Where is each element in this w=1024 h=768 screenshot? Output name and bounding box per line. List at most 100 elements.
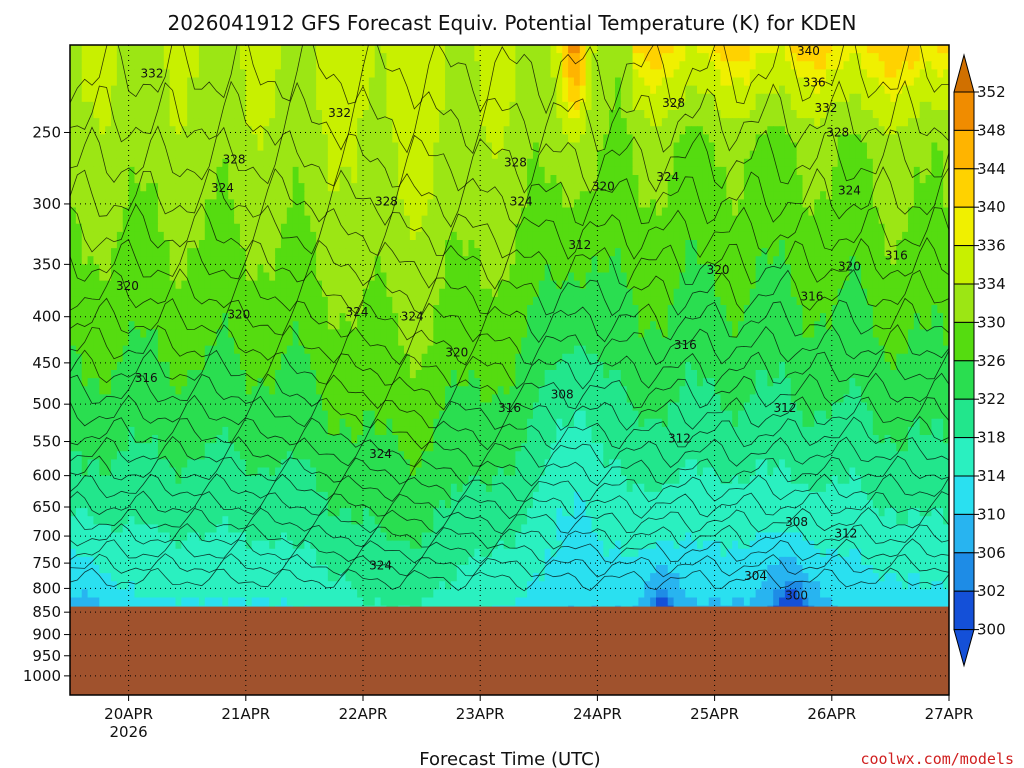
field-cell [87, 110, 95, 119]
field-cell [357, 175, 364, 184]
field-cell [257, 158, 264, 168]
field-cell [673, 272, 681, 282]
field-cell [93, 191, 100, 200]
field-cell [650, 296, 657, 306]
field-cell [392, 256, 399, 265]
field-cell [861, 264, 868, 274]
field-cell [333, 207, 341, 217]
field-cell [392, 280, 399, 290]
field-cell [163, 288, 171, 298]
field-cell [614, 272, 622, 282]
field-cell [767, 240, 774, 249]
field-cell [251, 296, 259, 306]
field-cell [620, 93, 628, 103]
field-cell [702, 61, 710, 70]
field-cell [866, 69, 874, 79]
field-cell [732, 305, 739, 314]
field-cell [368, 101, 376, 111]
field-cell [480, 305, 487, 314]
field-cell [445, 53, 452, 62]
field-cell [99, 199, 106, 209]
field-cell [825, 45, 833, 54]
field-cell [292, 126, 300, 135]
field-cell [726, 264, 733, 274]
field-cell [480, 215, 487, 225]
field-cell [70, 77, 77, 87]
field-cell [415, 45, 423, 54]
field-cell [157, 158, 165, 168]
field-cell [532, 280, 540, 290]
field-cell [128, 53, 136, 62]
field-cell [697, 240, 704, 249]
field-cell [175, 134, 182, 144]
field-cell [439, 142, 446, 152]
field-cell [222, 45, 229, 54]
field-cell [872, 118, 880, 127]
field-cell [755, 183, 763, 192]
field-cell [597, 231, 604, 241]
field-cell [163, 110, 171, 119]
field-cell [263, 53, 270, 62]
field-cell [216, 53, 223, 62]
field-cell [521, 264, 528, 274]
field-cell [286, 93, 294, 103]
field-cell [509, 215, 516, 225]
field-cell [925, 69, 933, 79]
field-cell [257, 93, 264, 103]
field-cell [480, 191, 487, 200]
field-cell [339, 240, 347, 249]
field-cell [925, 248, 933, 257]
field-cell [556, 248, 563, 257]
field-cell [146, 207, 153, 217]
field-cell [105, 240, 112, 249]
field-cell [738, 207, 745, 217]
field-cell [269, 85, 276, 95]
field-cell [304, 223, 311, 233]
field-cell [632, 134, 640, 144]
field-cell [726, 69, 733, 79]
field-cell [275, 248, 282, 257]
field-cell [210, 45, 218, 54]
field-cell [462, 101, 470, 111]
field-cell [234, 240, 241, 249]
field-cell [398, 77, 405, 87]
field-cell [445, 215, 452, 225]
field-cell [134, 248, 141, 257]
field-cell [890, 85, 897, 95]
field-cell [820, 207, 827, 217]
field-cell [550, 85, 557, 95]
field-cell [251, 85, 259, 95]
field-cell [849, 77, 856, 87]
field-cell [638, 110, 645, 119]
field-cell [779, 45, 786, 54]
field-cell [286, 158, 294, 168]
field-cell [333, 256, 341, 265]
field-cell [462, 175, 470, 184]
field-cell [75, 142, 83, 152]
field-cell [292, 183, 300, 192]
field-cell [163, 305, 171, 314]
field-cell [720, 118, 727, 127]
field-cell [773, 77, 780, 87]
field-cell [861, 126, 868, 135]
field-cell [720, 264, 727, 274]
field-cell [532, 231, 540, 241]
field-cell [327, 256, 335, 265]
field-cell [445, 77, 452, 87]
field-cell [491, 142, 499, 152]
field-cell [609, 248, 616, 257]
field-cell [937, 53, 944, 62]
field-cell [198, 134, 206, 144]
field-cell [837, 207, 845, 217]
field-cell [702, 53, 710, 62]
field-cell [87, 142, 95, 152]
field-cell [779, 93, 786, 103]
field-cell [656, 175, 663, 184]
field-cell [363, 61, 370, 70]
field-cell [773, 207, 780, 217]
field-cell [544, 142, 552, 152]
field-cell [198, 288, 206, 298]
field-cell [919, 240, 927, 249]
field-cell [245, 199, 253, 209]
field-cell [784, 288, 792, 298]
